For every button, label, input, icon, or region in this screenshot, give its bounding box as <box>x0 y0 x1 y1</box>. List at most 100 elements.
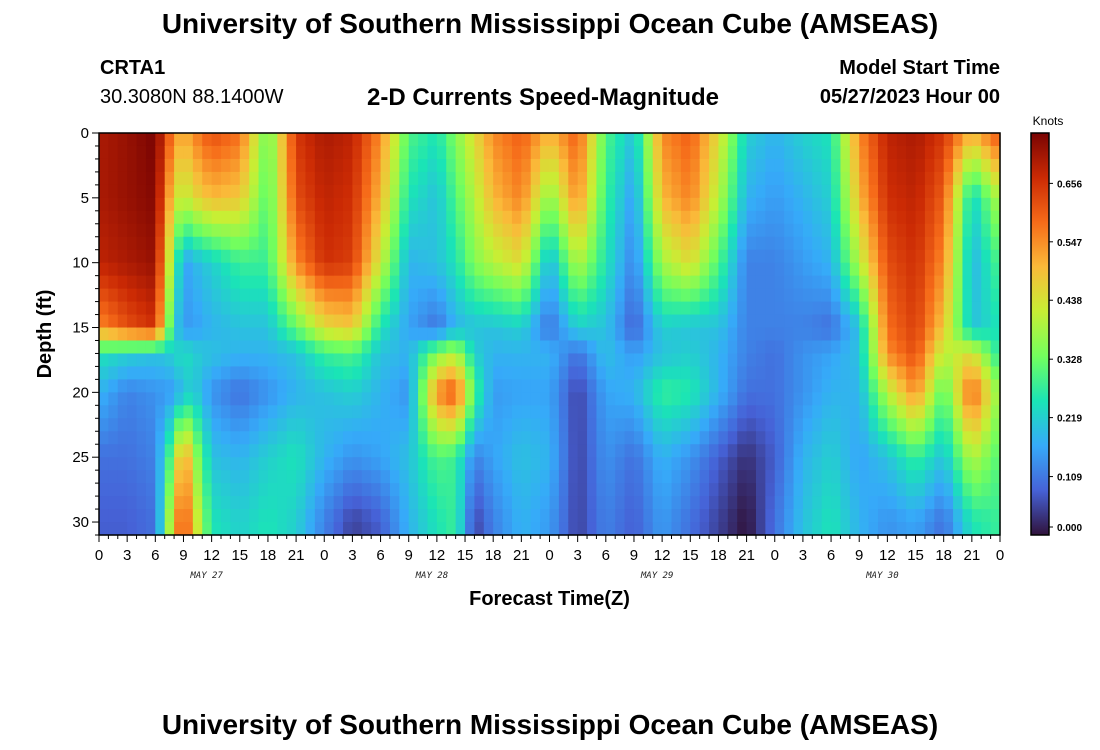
heatmap-cell <box>953 418 964 432</box>
heatmap-cell <box>371 444 382 458</box>
heatmap-cell <box>155 457 166 471</box>
heatmap-cell <box>868 522 879 536</box>
heatmap-cell <box>286 223 297 238</box>
heatmap-cell <box>521 392 532 406</box>
heatmap-cell <box>99 418 109 432</box>
heatmap-cell <box>737 496 748 510</box>
heatmap-cell <box>755 496 766 510</box>
heatmap-cell <box>784 327 795 342</box>
heatmap-cell <box>296 301 307 316</box>
heatmap-cell <box>953 275 964 290</box>
heatmap-cell <box>802 275 813 290</box>
heatmap-cell <box>371 236 382 251</box>
heatmap-cell <box>305 223 316 238</box>
heatmap-cell <box>239 522 250 536</box>
heatmap-cell <box>277 145 288 160</box>
heatmap-cell <box>652 171 663 186</box>
heatmap-cell <box>258 197 269 212</box>
heatmap-cell <box>662 470 673 484</box>
heatmap-cell <box>211 483 222 497</box>
heatmap-cell <box>136 275 147 290</box>
heatmap-cell <box>962 483 973 497</box>
heatmap-cell <box>502 197 513 212</box>
heatmap-cell <box>136 171 147 186</box>
heatmap-cell <box>258 158 269 173</box>
heatmap-cell <box>483 405 494 419</box>
heatmap-cell <box>117 431 128 445</box>
x-tick-label: 21 <box>513 547 530 564</box>
heatmap-cell <box>887 145 898 160</box>
heatmap-cell <box>549 236 560 251</box>
heatmap-cell <box>896 418 907 432</box>
heatmap-cell <box>971 301 982 316</box>
heatmap-cell <box>389 314 400 329</box>
heatmap-cell <box>774 470 785 484</box>
heatmap-cell <box>99 509 109 523</box>
heatmap-cell <box>436 457 447 471</box>
heatmap-cell <box>258 470 269 484</box>
heatmap-cell <box>99 301 109 316</box>
heatmap-cell <box>953 288 964 303</box>
heatmap-cell <box>183 249 194 264</box>
heatmap-cell <box>990 210 1001 225</box>
heatmap-cell <box>896 184 907 199</box>
main-title: University of Southern Mississippi Ocean… <box>161 8 939 39</box>
heatmap-cell <box>568 133 579 147</box>
heatmap-cell <box>699 405 710 419</box>
heatmap-cell <box>868 236 879 251</box>
heatmap-cell <box>361 145 372 160</box>
heatmap-cell <box>887 327 898 342</box>
heatmap-cell <box>793 431 804 445</box>
heatmap-cell <box>737 366 748 380</box>
heatmap-cell <box>849 145 860 160</box>
heatmap-cell <box>361 431 372 445</box>
heatmap-cell <box>399 509 410 523</box>
heatmap-cell <box>680 171 691 186</box>
heatmap-cell <box>596 275 607 290</box>
heatmap-cell <box>577 483 588 497</box>
heatmap-cell <box>643 366 654 380</box>
heatmap-cell <box>249 405 260 419</box>
heatmap-cell <box>183 184 194 199</box>
heatmap-cell <box>230 184 241 199</box>
heatmap-cell <box>343 418 354 432</box>
heatmap-cell <box>127 340 138 355</box>
heatmap-cell <box>164 405 175 419</box>
heatmap-cell <box>652 340 663 355</box>
heatmap-cell <box>934 158 945 173</box>
heatmap-cell <box>145 418 156 432</box>
heatmap-cell <box>371 249 382 264</box>
heatmap-cell <box>727 314 738 329</box>
heatmap-cell <box>887 184 898 199</box>
heatmap-cell <box>624 392 635 406</box>
heatmap-cell <box>267 223 278 238</box>
heatmap-cell <box>990 470 1001 484</box>
heatmap-cell <box>671 379 682 393</box>
heatmap-cell <box>943 496 954 510</box>
heatmap-cell <box>812 327 823 342</box>
heatmap-cell <box>558 522 569 536</box>
heatmap-cell <box>680 405 691 419</box>
heatmap-cell <box>953 405 964 419</box>
heatmap-cell <box>831 327 842 342</box>
heatmap-cell <box>934 197 945 212</box>
heatmap-cell <box>192 470 203 484</box>
heatmap-cell <box>849 223 860 238</box>
heatmap-cell <box>906 470 917 484</box>
heatmap-cell <box>324 236 335 251</box>
heatmap-cell <box>127 353 138 368</box>
heatmap-cell <box>568 483 579 497</box>
heatmap-cell <box>596 171 607 186</box>
heatmap-cell <box>221 457 231 471</box>
heatmap-cell <box>821 249 832 264</box>
colorbar-tick-label: 0.438 <box>1057 296 1082 307</box>
heatmap-cell <box>436 223 447 238</box>
heatmap-cell <box>558 457 569 471</box>
heatmap-cell <box>877 340 888 355</box>
heatmap-cell <box>718 145 729 160</box>
heatmap-cell <box>352 444 363 458</box>
heatmap-cell <box>465 275 476 290</box>
heatmap-cell <box>587 444 598 458</box>
heatmap-cell <box>577 522 588 536</box>
heatmap-cell <box>99 314 109 329</box>
